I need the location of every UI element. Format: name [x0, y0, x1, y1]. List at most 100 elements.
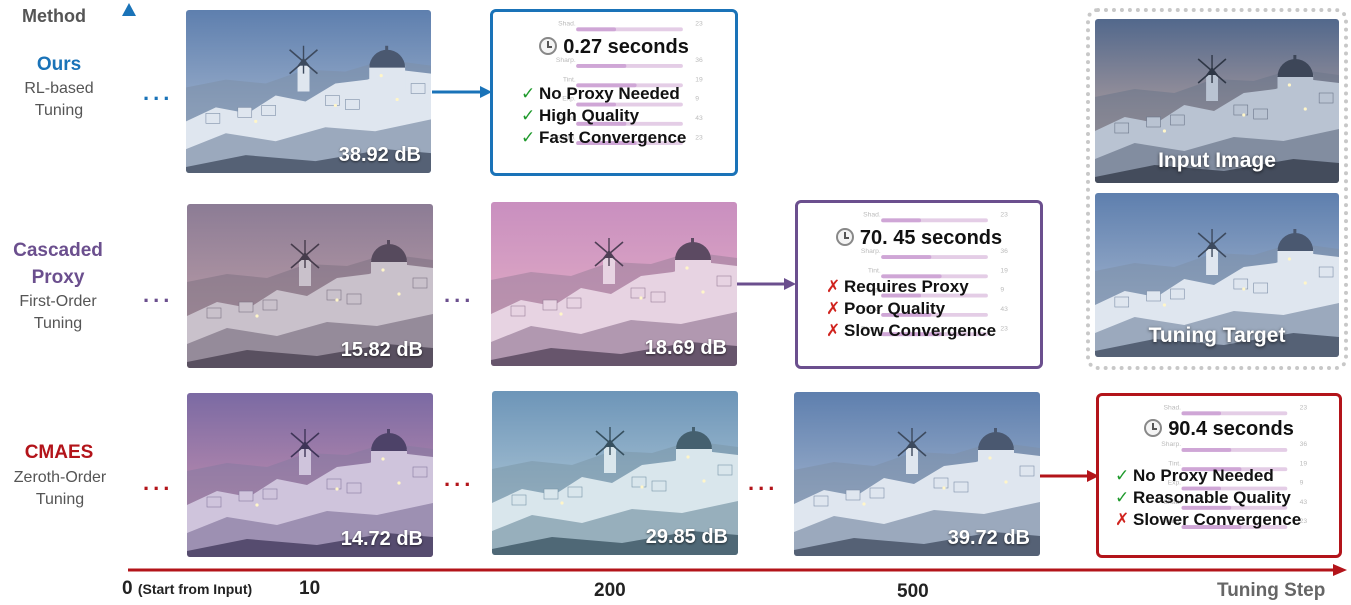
santorini-photo [186, 10, 431, 173]
psnr-label: 18.69 dB [644, 337, 727, 359]
svg-text:36: 36 [695, 57, 703, 64]
feature-item: ✓ No Proxy Needed [1115, 466, 1274, 485]
svg-text:Sharp.: Sharp. [1161, 518, 1181, 525]
cmaes-result-box: Shad. 23 Sharp. 36 Tint. 19 Exp. 9 Shad. 43 Sharp.… [1096, 393, 1342, 558]
x-axis-arrowhead [1333, 564, 1347, 576]
feature-item: ✗ Slower Convergence [1115, 510, 1302, 529]
method-cmaes-sub1: Zeroth-Order [13, 469, 107, 486]
x-tick-0: 0 (Start from Input) [122, 578, 253, 599]
feature-item: ✗ Slow Convergence [826, 321, 997, 340]
ellipsis-dots: ... [748, 470, 779, 495]
method-ours-sub1: RL-based [24, 80, 94, 97]
proxy-step-image-2: 18.69 dB [491, 202, 737, 366]
ellipsis-dots: ... [444, 282, 475, 307]
santorini-photo [794, 392, 1040, 556]
input-image: Input Image [1095, 19, 1339, 183]
time-text: 0.27 seconds [563, 36, 689, 58]
method-proxy-title: Cascaded [13, 240, 103, 261]
time-readout: 70. 45 seconds [798, 227, 1040, 250]
psnr-label: 14.72 dB [340, 528, 423, 550]
ellipsis-dots: ... [444, 466, 475, 491]
faint-slider-panel: Shad. 23 Sharp. 36 Tint. 19 Exp. 9 Shad. 43 Sharp.… [1161, 404, 1308, 529]
method-proxy-title2: Proxy [31, 267, 85, 288]
cross-icon: ✗ [826, 299, 841, 318]
cross-icon: ✗ [826, 277, 841, 296]
checkmark-icon: ✓ [521, 84, 536, 103]
clock-icon [835, 228, 854, 246]
feature-item: ✓ No Proxy Needed [521, 84, 680, 103]
svg-text:Shad.: Shad. [1163, 499, 1181, 506]
rl-result-box: Shad. 23 Sharp. 36 Tint. 19 Exp. 9 Shad. 43 Sharp.… [490, 9, 738, 176]
santorini-photo [491, 202, 737, 366]
ellipsis-dots: ... [143, 80, 174, 105]
method-cmaes-sub2: Tuning [35, 491, 85, 508]
x-tick-200: 200 [594, 580, 626, 601]
svg-text:23: 23 [1300, 518, 1308, 525]
cmaes-step-image-2: 29.85 dB [492, 391, 738, 555]
method-cmaes-title: CMAES [24, 442, 94, 463]
svg-text:43: 43 [1300, 499, 1308, 506]
santorini-photo [187, 393, 433, 557]
svg-text:Tint.: Tint. [563, 76, 576, 83]
svg-text:Sharp.: Sharp. [1161, 441, 1181, 448]
cross-icon: ✗ [826, 321, 841, 340]
santorini-photo [1095, 193, 1339, 357]
x-tick-500: 500 [897, 581, 929, 602]
svg-text:Exp.: Exp. [867, 287, 881, 294]
cmaes-step-image-1: 14.72 dB [187, 393, 433, 557]
time-readout: 90.4 seconds [1099, 418, 1339, 441]
svg-text:36: 36 [1000, 248, 1008, 255]
svg-text:43: 43 [695, 115, 703, 122]
svg-text:Sharp.: Sharp. [861, 248, 881, 255]
method-header: Method [22, 6, 86, 26]
faint-slider-panel: Shad. 23 Sharp. 36 Tint. 19 Exp. 9 Shad. 43 Sharp.… [861, 212, 1008, 337]
method-ours-title: Ours [36, 54, 82, 75]
method-ours-sub2: Tuning [34, 102, 84, 119]
svg-text:23: 23 [1300, 404, 1308, 411]
svg-text:23: 23 [695, 20, 703, 27]
svg-text:23: 23 [695, 134, 703, 141]
svg-text:Exp.: Exp. [1168, 480, 1182, 487]
svg-text:19: 19 [695, 76, 703, 83]
santorini-photo [492, 391, 738, 555]
psnr-label: 39.72 dB [947, 527, 1030, 549]
psnr-label: 15.82 dB [340, 339, 423, 361]
input-image-label: Input Image [1158, 149, 1276, 172]
cross-icon: ✗ [1115, 510, 1130, 529]
svg-text:36: 36 [1300, 441, 1308, 448]
feature-item: ✓ High Quality [521, 106, 640, 125]
ellipsis-dots: ... [143, 282, 174, 307]
svg-text:19: 19 [1300, 460, 1308, 467]
checkmark-icon: ✓ [521, 106, 536, 125]
y-axis-arrowhead [122, 3, 136, 16]
svg-text:9: 9 [695, 96, 699, 103]
method-proxy-sub1: First-Order [19, 293, 97, 310]
feature-item: ✓ Reasonable Quality [1115, 488, 1291, 507]
svg-text:Sharp.: Sharp. [556, 57, 576, 64]
svg-text:9: 9 [1000, 287, 1004, 294]
svg-text:43: 43 [1000, 306, 1008, 313]
svg-text:Shad.: Shad. [558, 115, 576, 122]
checkmark-icon: ✓ [1115, 466, 1130, 485]
tuning-target-label: Tuning Target [1148, 324, 1286, 347]
ellipsis-dots: ... [143, 470, 174, 495]
proxy-result-box: Shad. 23 Sharp. 36 Tint. 19 Exp. 9 Shad. 43 Sharp.… [795, 200, 1043, 369]
clock-icon [539, 37, 558, 55]
psnr-label: 38.92 dB [338, 144, 421, 166]
svg-text:Shad.: Shad. [1163, 404, 1181, 411]
svg-text:Exp.: Exp. [562, 96, 576, 103]
feature-item: ✓ Fast Convergence [521, 128, 687, 147]
faint-slider-panel: Shad. 23 Sharp. 36 Tint. 19 Exp. 9 Shad. 43 Sharp.… [556, 20, 703, 146]
proxy-step-image-1: 15.82 dB [187, 204, 433, 368]
svg-text:23: 23 [1000, 212, 1008, 219]
rl-step-image: 38.92 dB [186, 10, 431, 173]
time-text: 70. 45 seconds [859, 227, 1003, 249]
x-axis-title: Tuning Step [1217, 580, 1326, 601]
cmaes-step-image-3: 39.72 dB [794, 392, 1040, 556]
time-readout: 0.27 seconds [493, 36, 735, 59]
feature-item: ✗ Poor Quality [826, 299, 946, 318]
svg-text:23: 23 [1000, 325, 1008, 332]
checkmark-icon: ✓ [1115, 488, 1130, 507]
santorini-photo [187, 204, 433, 368]
santorini-photo [1095, 19, 1339, 183]
